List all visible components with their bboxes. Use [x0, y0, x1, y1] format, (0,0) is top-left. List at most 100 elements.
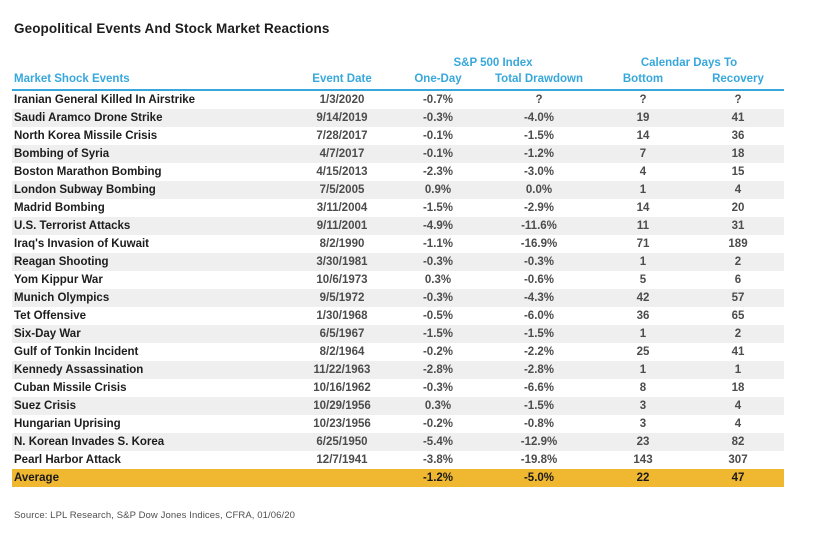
date-cell: 12/7/1941 [316, 454, 368, 466]
event-cell: Gulf of Tonkin Incident [14, 346, 139, 358]
event-cell: Hungarian Uprising [14, 418, 121, 430]
date-cell: 7/28/2017 [316, 130, 368, 142]
one-day-cell: -0.3% [392, 289, 484, 307]
group-header-calendar-days: Calendar Days To [640, 57, 738, 69]
group-header-sp500: S&P 500 Index [453, 57, 533, 69]
event-cell: London Subway Bombing [12, 181, 292, 199]
date-cell: 3/30/1981 [292, 253, 392, 271]
event-cell: Munich Olympics [12, 289, 292, 307]
date-cell: 9/11/2001 [292, 217, 392, 235]
recovery-cell: 47 [692, 469, 785, 487]
recovery-cell: 2 [692, 325, 785, 343]
table-header: S&P 500 Index Calendar Days To Market Sh… [12, 54, 785, 91]
one-day-cell: -0.3% [392, 109, 484, 127]
drawdown-cell: -16.9% [520, 238, 558, 250]
date-cell: 8/2/1964 [319, 346, 365, 358]
date-cell: 10/23/1956 [313, 418, 371, 430]
bottom-cell: 143 [633, 454, 653, 466]
drawdown-cell: -6.0% [523, 310, 555, 322]
drawdown-cell: -19.8% [520, 454, 558, 466]
drawdown-cell: -1.5% [484, 325, 594, 343]
table-row: Tet Offensive 1/30/1968 -0.5% -6.0% 36 65 [12, 307, 784, 325]
table-row: Iraq's Invasion of Kuwait 8/2/1990 -1.1% -1… [12, 235, 784, 253]
bottom-cell: 25 [636, 346, 650, 358]
bottom-cell: 23 [594, 433, 692, 451]
date-cell: 1/30/1968 [316, 310, 368, 322]
recovery-cell: 18 [692, 145, 785, 163]
one-day-cell: -0.7% [422, 94, 454, 106]
recovery-cell: 307 [728, 454, 748, 466]
average-row: Average -1.2% -5.0% 22 47 [12, 469, 785, 487]
recovery-cell: 6 [734, 274, 742, 286]
table-row: Hungarian Uprising 10/23/1956 -0.2% -0.8% 3 4 [12, 415, 784, 433]
drawdown-cell: -2.9% [523, 202, 555, 214]
event-cell: Madrid Bombing [14, 202, 105, 214]
event-cell: U.S. Terrorist Attacks [12, 217, 292, 235]
one-day-cell: -1.5% [422, 202, 454, 214]
drawdown-cell: -0.6% [523, 274, 555, 286]
bottom-cell: 7 [594, 145, 692, 163]
drawdown-cell: -0.3% [484, 253, 594, 271]
date-cell: 10/16/1962 [313, 382, 371, 394]
page-title: Geopolitical Events And Stock Market Rea… [14, 21, 330, 36]
table-row: Kennedy Assassination 11/22/1963 -2.8% -2.8… [12, 361, 785, 379]
drawdown-cell: -3.0% [523, 166, 555, 178]
event-cell: Bombing of Syria [12, 145, 292, 163]
event-cell: Tet Offensive [14, 310, 86, 322]
one-day-cell: -0.2% [422, 346, 454, 358]
date-cell: 4/15/2013 [316, 166, 368, 178]
event-cell: Boston Marathon Bombing [14, 166, 162, 178]
drawdown-cell: ? [535, 94, 543, 106]
bottom-cell: 19 [594, 109, 692, 127]
bottom-cell: 3 [594, 397, 692, 415]
drawdown-cell: -1.5% [484, 397, 594, 415]
column-header-row: Market Shock Events Event Date One-Day T… [12, 71, 785, 91]
event-cell: N. Korean Invades S. Korea [12, 433, 292, 451]
one-day-cell: -5.4% [392, 433, 484, 451]
one-day-cell: -0.5% [422, 310, 454, 322]
bottom-cell: 36 [636, 310, 650, 322]
bottom-cell: 22 [594, 469, 692, 487]
date-cell: 8/2/1990 [319, 238, 365, 250]
table-row: Six-Day War 6/5/1967 -1.5% -1.5% 1 2 [12, 325, 785, 343]
event-cell: Suez Crisis [12, 397, 292, 415]
recovery-cell: 41 [692, 109, 785, 127]
column-header-market-shock-events: Market Shock Events [12, 71, 292, 91]
bottom-cell: 42 [594, 289, 692, 307]
drawdown-cell: -2.8% [484, 361, 594, 379]
bottom-cell: 1 [594, 181, 692, 199]
recovery-cell: 4 [692, 181, 785, 199]
table-row: North Korea Missile Crisis 7/28/2017 -0.1%… [12, 127, 784, 145]
bottom-cell: 14 [636, 202, 650, 214]
table-row: Suez Crisis 10/29/1956 0.3% -1.5% 3 4 [12, 397, 785, 415]
table-row: Bombing of Syria 4/7/2017 -0.1% -1.2% 7 18 [12, 145, 785, 163]
recovery-cell: ? [734, 94, 742, 106]
date-cell: 9/5/1972 [292, 289, 392, 307]
bottom-cell: 1 [594, 325, 692, 343]
column-header-event-date: Event Date [292, 71, 392, 91]
one-day-cell: -4.9% [392, 217, 484, 235]
recovery-cell: 1 [692, 361, 785, 379]
recovery-cell: 82 [692, 433, 785, 451]
recovery-cell: 57 [692, 289, 785, 307]
bottom-cell: 3 [639, 418, 647, 430]
table-row: Madrid Bombing 3/11/2004 -1.5% -2.9% 14 20 [12, 199, 784, 217]
group-header-row: S&P 500 Index Calendar Days To [12, 54, 784, 71]
one-day-cell: -1.1% [422, 238, 454, 250]
event-cell: Reagan Shooting [12, 253, 292, 271]
drawdown-cell: 0.0% [484, 181, 594, 199]
event-cell: Pearl Harbor Attack [14, 454, 121, 466]
date-cell: 1/3/2020 [319, 94, 365, 106]
recovery-cell: 189 [728, 238, 748, 250]
one-day-cell: -2.3% [422, 166, 454, 178]
drawdown-cell: -12.9% [484, 433, 594, 451]
table-row: Munich Olympics 9/5/1972 -0.3% -4.3% 42 57 [12, 289, 785, 307]
event-cell: Six-Day War [12, 325, 292, 343]
column-header-recovery: Recovery [692, 71, 785, 91]
source-note: Source: LPL Research, S&P Dow Jones Indi… [14, 510, 296, 521]
event-cell: Cuban Missile Crisis [14, 382, 127, 394]
column-header-bottom: Bottom [594, 71, 692, 91]
drawdown-cell: -4.3% [484, 289, 594, 307]
event-cell: Iraq's Invasion of Kuwait [14, 238, 150, 250]
